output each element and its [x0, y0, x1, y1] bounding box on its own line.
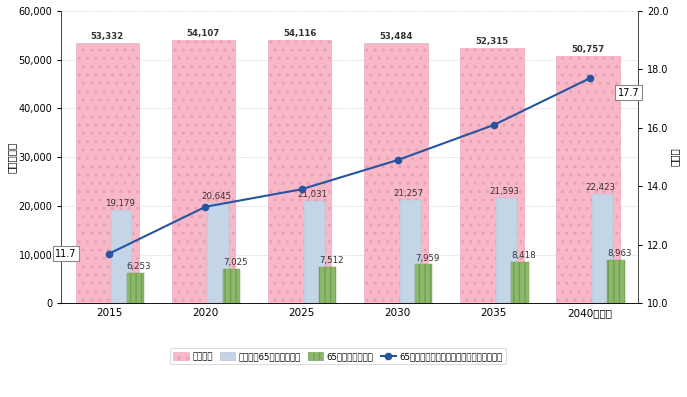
Text: 17.7: 17.7 — [618, 88, 640, 98]
Legend: 世帯総数, 世帯主が65歳以上の世帯, 65歳以上単独世帯, 65歳以上単独世帯が世帯総数に占める割合: 世帯総数, 世帯主が65歳以上の世帯, 65歳以上単独世帯, 65歳以上単独世帯… — [170, 349, 506, 364]
Text: 53,332: 53,332 — [91, 33, 124, 41]
Text: 53,484: 53,484 — [379, 32, 413, 41]
Bar — [223, 269, 240, 303]
Bar — [607, 260, 624, 303]
Text: 54,107: 54,107 — [187, 29, 221, 38]
Bar — [400, 200, 421, 303]
Bar — [126, 273, 144, 303]
Bar — [319, 267, 336, 303]
Text: 50,757: 50,757 — [572, 45, 605, 54]
Bar — [76, 43, 139, 303]
Bar — [268, 40, 331, 303]
Text: 20,645: 20,645 — [201, 192, 231, 201]
Bar — [207, 203, 229, 303]
Y-axis label: （％）: （％） — [670, 148, 680, 166]
Text: 21,031: 21,031 — [297, 190, 327, 199]
Text: 19,179: 19,179 — [105, 199, 135, 208]
Bar — [496, 198, 517, 303]
Bar — [304, 201, 325, 303]
Text: 7,512: 7,512 — [319, 256, 344, 265]
Text: 6,253: 6,253 — [127, 262, 151, 271]
Bar — [172, 40, 235, 303]
Text: 7,959: 7,959 — [416, 254, 440, 262]
Bar — [556, 56, 620, 303]
Text: 52,315: 52,315 — [475, 37, 508, 46]
Bar — [460, 48, 523, 303]
Bar — [592, 194, 613, 303]
Text: 資料）国立社会保障・人口問題研究所「日本の世帯数の将来推計（全国推計）（2018年推計）」より国土交通省作成: 資料）国立社会保障・人口問題研究所「日本の世帯数の将来推計（全国推計）（2018… — [7, 396, 264, 397]
Text: 11.7: 11.7 — [55, 249, 77, 258]
Text: 21,257: 21,257 — [393, 189, 423, 198]
Bar — [415, 264, 432, 303]
Text: 21,593: 21,593 — [490, 187, 519, 196]
Y-axis label: （千世帯）: （千世帯） — [7, 141, 17, 173]
Bar — [364, 43, 427, 303]
Text: 22,423: 22,423 — [585, 183, 616, 192]
Text: 54,116: 54,116 — [283, 29, 317, 38]
Bar — [511, 262, 528, 303]
Text: 8,963: 8,963 — [607, 249, 632, 258]
Bar — [111, 210, 133, 303]
Text: 7,025: 7,025 — [223, 258, 247, 267]
Text: 8,418: 8,418 — [511, 251, 536, 260]
